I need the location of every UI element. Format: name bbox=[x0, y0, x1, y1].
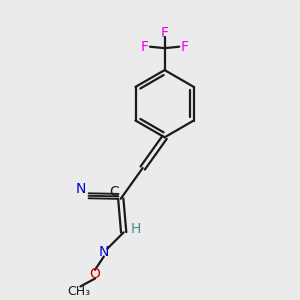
Text: F: F bbox=[160, 26, 169, 40]
Text: F: F bbox=[141, 40, 149, 54]
Text: N: N bbox=[76, 182, 86, 197]
Text: C: C bbox=[110, 185, 119, 199]
Text: F: F bbox=[181, 40, 188, 54]
Text: CH₃: CH₃ bbox=[68, 285, 91, 298]
Text: H: H bbox=[131, 222, 141, 236]
Text: N: N bbox=[99, 245, 109, 259]
Text: O: O bbox=[90, 267, 101, 281]
